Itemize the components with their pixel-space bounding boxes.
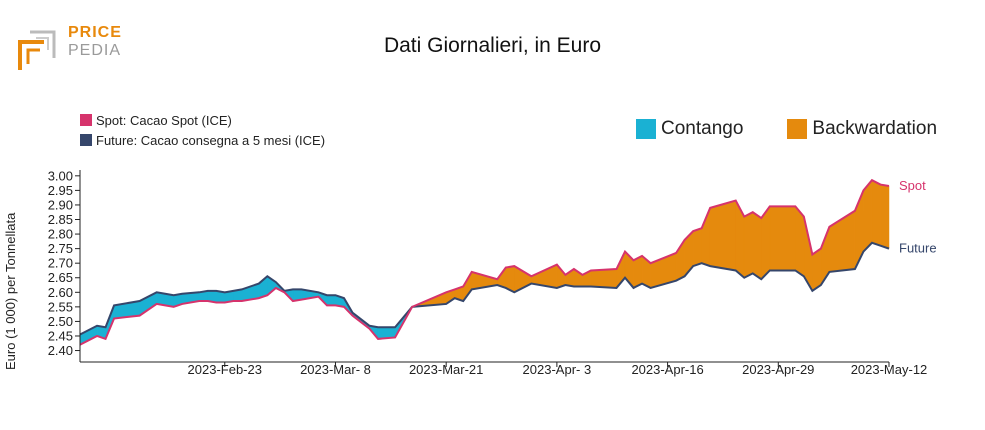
backwardation-area [743,211,753,279]
future-swatch [80,134,92,146]
x-tick-label: 2023-Mar- 8 [300,362,371,377]
contango-area [326,294,336,306]
spot-line [79,178,890,346]
contango-swatch [636,119,656,139]
legend-item-contango[interactable]: Contango [636,118,743,140]
y-tick-label: 2.95 [48,183,73,198]
series-lines-layer [79,178,890,346]
backwardation-area [871,179,881,247]
backwardation-area [795,205,805,277]
legend-future-label: Future: Cacao consegna a 5 mesi (ICE) [96,132,326,148]
y-tick-label: 2.65 [48,270,73,285]
pricepedia-logo: PRICE PEDIA [18,22,128,74]
backwardation-area [692,227,702,267]
legend-spot-label: Spot: Cacao Spot (ICE) [96,112,232,128]
legend-contango-label: Contango [661,118,744,139]
y-tick-label: 2.70 [48,256,73,271]
y-tick-label: 2.50 [48,314,73,329]
logo-text-pedia: PEDIA [68,42,122,59]
contango-area [79,325,98,346]
y-tick-label: 2.90 [48,197,73,212]
x-tick-label: 2023-Mar-21 [409,362,483,377]
backwardation-area [812,248,822,292]
legend-item-future[interactable]: Future: Cacao consegna a 5 mesi (ICE) [80,130,325,150]
end-labels-layer: Spot Future [899,178,937,256]
x-tick-label: 2023-Feb-23 [188,362,262,377]
x-tick-label: 2023-Apr- 3 [523,362,592,377]
x-tick-label: 2023-May-12 [851,362,928,377]
backwardation-area [709,200,736,271]
y-tick-label: 2.60 [48,285,73,300]
spot-swatch [80,114,92,126]
chart-title: Dati Giornalieri, in Euro [383,34,602,57]
y-tick-label: 3.00 [48,168,73,183]
backwardation-swatch [787,119,808,139]
backwardation-area [880,184,890,249]
backwardation-area [752,211,762,280]
x-tick-label: 2023-Apr-16 [631,362,703,377]
pricepedia-logo-mark [18,30,56,70]
series-legend: Spot: Cacao Spot (ICE) Future: Cacao con… [80,110,325,150]
y-tick-label: 2.55 [48,299,73,314]
y-tick-label: 2.80 [48,227,73,242]
future-end-label: Future [899,241,937,256]
axes-layer: 2.402.452.502.552.602.652.702.752.802.85… [48,168,928,377]
spread-legend: Contango Backwardation [636,118,981,140]
legend-item-backwardation[interactable]: Backwardation [787,118,937,140]
y-tick-label: 2.85 [48,212,73,227]
spread-fill-layer [79,179,890,346]
legend-item-spot[interactable]: Spot: Cacao Spot (ICE) [80,110,325,130]
future-line [79,241,890,336]
y-tick-label: 2.45 [48,328,73,343]
spot-end-label: Spot [899,178,926,193]
logo-text-price: PRICE [68,24,122,41]
legend-backwardation-label: Backwardation [812,118,938,139]
y-tick-label: 2.40 [48,343,73,358]
backwardation-area [863,179,873,253]
backwardation-area [769,206,796,271]
backwardation-area [590,268,617,289]
y-tick-label: 2.75 [48,241,73,256]
x-tick-label: 2023-Apr-29 [742,362,814,377]
